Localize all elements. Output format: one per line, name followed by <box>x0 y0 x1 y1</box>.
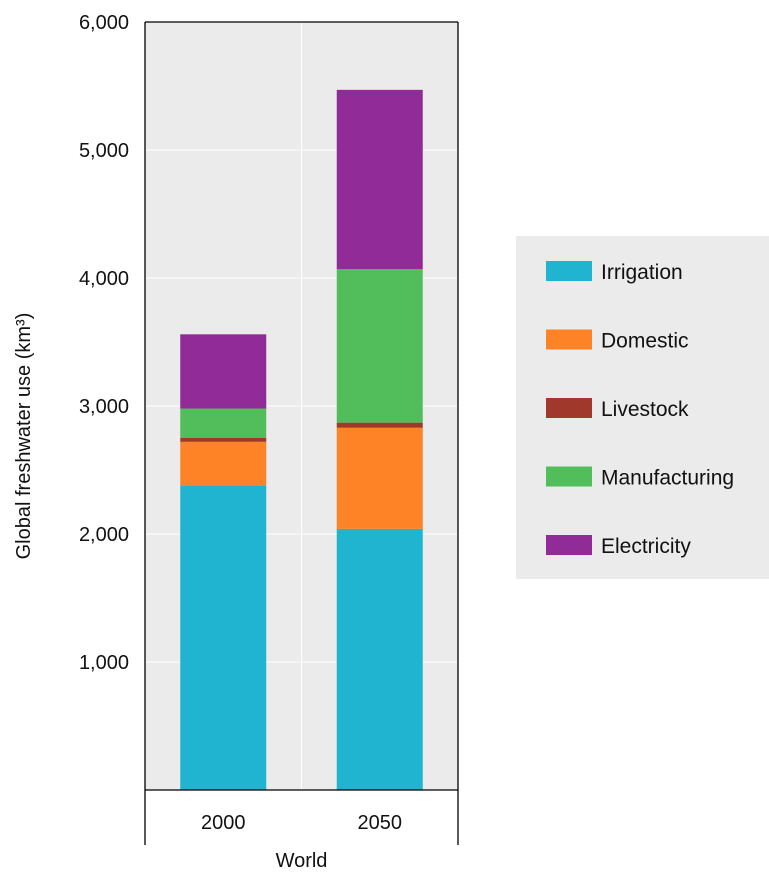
legend-label-irrigation: Irrigation <box>601 261 683 284</box>
bar-segment-electricity-2000 <box>180 334 267 409</box>
bar-stacks <box>180 89 423 790</box>
legend-label-manufacturing: Manufacturing <box>601 467 734 490</box>
x-tick-label: 2000 <box>201 812 246 834</box>
x-axis-ticks: 2000 2050 <box>201 812 402 834</box>
bar-segment-manufacturing-2000 <box>180 408 267 438</box>
bar-segment-irrigation-2000 <box>180 485 267 790</box>
x-group-label: World <box>276 850 328 872</box>
legend-swatch-manufacturing <box>546 466 592 487</box>
bar-segment-manufacturing-2050 <box>336 269 423 423</box>
x-tick-label: 2050 <box>358 812 403 834</box>
legend-swatch-irrigation <box>546 261 592 281</box>
y-tick-label: 4,000 <box>79 268 129 290</box>
y-tick-label: 1,000 <box>79 652 129 674</box>
legend-swatch-livestock <box>546 398 592 418</box>
legend-swatch-electricity <box>546 535 592 555</box>
y-axis-ticks: 1,000 2,000 3,000 4,000 5,000 6,000 <box>79 12 129 674</box>
y-tick-label: 6,000 <box>79 12 129 34</box>
legend-swatch-domestic <box>546 329 592 350</box>
y-axis-title: Global freshwater use (km³) <box>13 313 35 560</box>
legend: Irrigation Domestic Livestock Manufacturing… <box>516 236 769 579</box>
y-tick-label: 5,000 <box>79 140 129 162</box>
legend-label-domestic: Domestic <box>601 330 689 353</box>
plot-frame <box>144 21 459 845</box>
bar-segment-livestock-2000 <box>180 438 267 442</box>
legend-label-livestock: Livestock <box>601 398 689 421</box>
bar-segment-irrigation-2050 <box>336 528 423 790</box>
y-tick-label: 2,000 <box>79 524 129 546</box>
bar-segment-domestic-2050 <box>336 427 423 529</box>
bar-segment-electricity-2050 <box>336 89 423 270</box>
legend-label-electricity: Electricity <box>601 535 691 558</box>
bar-segment-livestock-2050 <box>336 422 423 428</box>
y-tick-label: 3,000 <box>79 396 129 418</box>
bar-segment-domestic-2000 <box>180 441 267 486</box>
